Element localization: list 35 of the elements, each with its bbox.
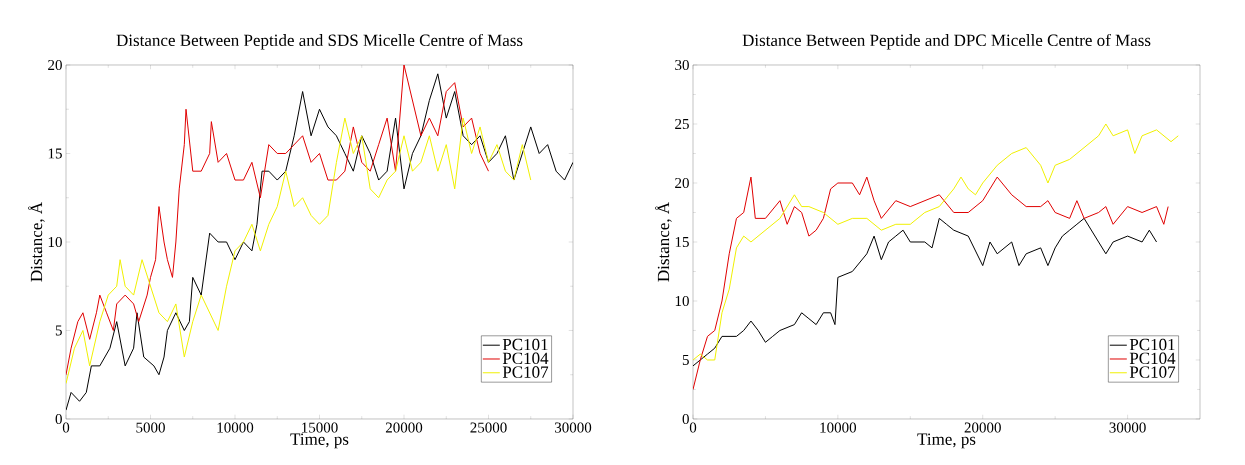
legend-label: PC104 [502,352,549,365]
x-tick-label: 10000 [217,422,254,433]
x-tick-label: 20000 [964,422,1001,433]
legend-label: PC104 [1129,352,1176,365]
legend-label: PC101 [1129,338,1175,351]
y-tick-label: 30 [675,59,689,71]
x-tick-label: 0 [689,422,697,433]
y-axis-title: Distance, Å [655,201,672,282]
x-tick-label: 10000 [820,422,857,433]
x-tick-label: 30000 [1109,422,1146,433]
chart-title: Distance Between Peptide and DPC Micelle Centre of Mass [742,33,1151,50]
x-axis-title: Time, ps [917,433,976,449]
y-tick-label: 20 [675,177,689,189]
chart-title: Distance Between Peptide and SDS Micelle Centre of Mass [116,33,523,50]
x-tick-label: 25000 [470,422,507,433]
x-tick-label: 0 [62,422,70,433]
y-tick-label: 0 [682,413,689,425]
y-tick-label: 10 [675,295,689,307]
y-tick-label: 5 [55,325,62,336]
x-axis-title: Time, ps [290,433,349,449]
y-tick-label: 20 [48,59,62,71]
y-tick-label: 15 [675,236,689,247]
legend-label: PC107 [502,366,549,378]
y-tick-label: 10 [48,236,62,248]
y-tick-label: 25 [675,118,689,130]
x-tick-label: 30000 [554,422,592,433]
y-axis-title: Distance, Å [28,201,45,282]
legend-label: PC101 [502,338,548,351]
x-tick-label: 20000 [385,422,423,433]
legend-label: PC107 [1129,366,1176,378]
y-tick-label: 5 [682,354,689,365]
y-tick-label: 0 [55,413,62,425]
x-tick-label: 5000 [136,422,165,433]
x-tick-label: 15000 [302,422,338,433]
y-tick-label: 15 [48,148,62,159]
